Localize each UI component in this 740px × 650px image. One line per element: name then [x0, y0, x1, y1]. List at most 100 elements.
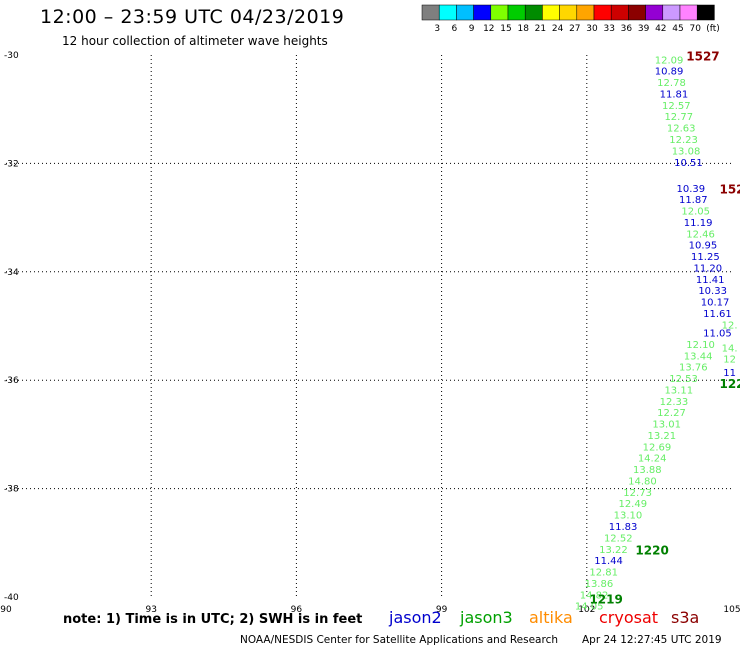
- x-tick-label: 102: [578, 605, 595, 615]
- swh-point: 13.08: [672, 146, 701, 157]
- swh-point: 14.24: [638, 454, 667, 465]
- timestamp-text: Apr 24 12:27:45 UTC 2019: [582, 634, 722, 646]
- swh-point: 12.77: [664, 112, 693, 123]
- swh-point: 11.44: [594, 556, 623, 567]
- swh-point: 12.63: [667, 124, 696, 135]
- swh-point: 12.27: [657, 408, 686, 419]
- swh-point: 10.95: [689, 241, 718, 252]
- colorbar-swatch: [456, 4, 474, 21]
- swh-point: 13.10: [614, 511, 643, 522]
- swh-point: 14.80: [628, 476, 657, 487]
- swh-point: 10.89: [655, 67, 684, 78]
- swh-point: 11.61: [703, 309, 732, 320]
- colorbar-swatch: [507, 4, 526, 21]
- swh-point: 12.73: [623, 488, 652, 499]
- swh-point: 12.23: [669, 135, 698, 146]
- swh-point: 10.39: [677, 184, 706, 195]
- colorbar-swatch: [421, 4, 440, 21]
- swh-point-clipped: 12.: [722, 320, 738, 331]
- colorbar-label: 27: [569, 24, 580, 34]
- swh-point: 11.25: [691, 252, 720, 263]
- colorbar-label: 21: [535, 24, 546, 34]
- colorbar-label: 3: [434, 24, 440, 34]
- swh-point: 13.88: [633, 465, 662, 476]
- swh-point: 12.53: [669, 374, 698, 385]
- swh-point: 11.83: [609, 522, 638, 533]
- colorbar-legend: 3 6 9 12 15 18 21 24 27 30 33 36 39 42 45 70 (ft): [421, 4, 720, 34]
- colorbar-swatch: [438, 4, 457, 21]
- swh-point: 13.01: [652, 420, 681, 431]
- colorbar-label: 12: [483, 24, 494, 34]
- swh-point: 12.05: [681, 207, 710, 218]
- colorbar-swatch: [593, 4, 612, 21]
- swh-point: 10.17: [701, 298, 730, 309]
- y-tick-label: -36: [4, 376, 19, 386]
- x-tick-label: 96: [291, 605, 303, 615]
- chart-subtitle: 12 hour collection of altimeter wave hei…: [62, 34, 328, 48]
- colorbar-label: 42: [655, 24, 666, 34]
- colorbar-swatch: [524, 4, 543, 21]
- y-tick-label: -34: [4, 268, 19, 278]
- swh-point: 13.11: [664, 385, 693, 396]
- y-tick-label: -38: [4, 485, 19, 495]
- mission-s3a: s3a: [671, 608, 700, 627]
- colorbar-swatch: [490, 4, 509, 21]
- mission-jason3: jason3: [460, 608, 513, 627]
- swh-point: 13.86: [585, 579, 614, 590]
- swh-point: 12.46: [686, 229, 715, 240]
- colorbar-label: 9: [469, 24, 475, 34]
- pass-time-label: 1219: [589, 593, 622, 607]
- colorbar-swatch: [662, 4, 681, 21]
- swh-point: 14.82: [580, 590, 609, 601]
- swh-point: 12.52: [604, 533, 633, 544]
- colorbar-label: 18: [517, 24, 529, 34]
- swh-point: 11.81: [660, 89, 689, 100]
- swh-point: 11.19: [684, 218, 713, 229]
- colorbar-swatch: [628, 4, 646, 21]
- colorbar-label: 36: [621, 24, 633, 34]
- axes: 90 93 96 99 102 105 -30 -32 -34 -36 -38 -40: [0, 51, 740, 615]
- swh-point: 12.09: [655, 55, 684, 66]
- y-tick-label: -40: [4, 593, 19, 603]
- colorbar-label: 70: [689, 24, 701, 34]
- y-tick-label: -30: [4, 51, 19, 61]
- swh-point: 12.33: [660, 397, 689, 408]
- mission-altika: altika: [529, 608, 573, 627]
- pass-time-label: 1527: [686, 50, 719, 64]
- swh-point: 13.76: [679, 363, 708, 374]
- swh-point: 12.57: [662, 101, 691, 112]
- swh-point: 12.69: [643, 442, 672, 453]
- swh-point-clipped: 11: [723, 368, 736, 379]
- colorbar-swatch: [696, 4, 715, 21]
- swh-point: 10.33: [698, 286, 727, 297]
- colorbar-swatch: [645, 4, 664, 21]
- swh-point: 12.78: [657, 78, 686, 89]
- x-tick-label: 93: [145, 605, 156, 615]
- swh-point: 13.21: [647, 431, 676, 442]
- colorbar-label: 24: [552, 24, 564, 34]
- colorbar-swatch: [559, 4, 578, 21]
- grid: [6, 55, 732, 597]
- mission-cryosat: cryosat: [599, 608, 659, 627]
- swh-point: 10.51: [674, 158, 703, 169]
- colorbar-label: 15: [500, 24, 511, 34]
- x-tick-label: 90: [0, 605, 12, 615]
- data-points: 12.0910.8912.7811.8112.5712.7712.6312.23…: [575, 50, 740, 613]
- pass-time-label: 152: [719, 182, 740, 196]
- colorbar-label: 39: [638, 24, 650, 34]
- mission-jason2: jason2: [389, 608, 442, 627]
- colorbar-swatch: [473, 4, 492, 21]
- colorbar-label: 30: [586, 24, 598, 34]
- colorbar-label: 6: [452, 24, 458, 34]
- x-tick-label: 105: [723, 605, 740, 615]
- swh-point: 11.41: [696, 275, 725, 286]
- pass-time-label: 1220: [635, 543, 668, 557]
- pass-time-label: 122: [719, 377, 740, 391]
- swh-point: 12.81: [589, 568, 618, 579]
- colorbar-swatch: [576, 4, 595, 21]
- credit-text: NOAA/NESDIS Center for Satellite Applica…: [240, 634, 558, 646]
- footer-note: note: 1) Time is in UTC; 2) SWH is in fe…: [63, 612, 363, 627]
- colorbar-label: 33: [603, 24, 614, 34]
- swh-point-clipped: 14.: [722, 344, 738, 355]
